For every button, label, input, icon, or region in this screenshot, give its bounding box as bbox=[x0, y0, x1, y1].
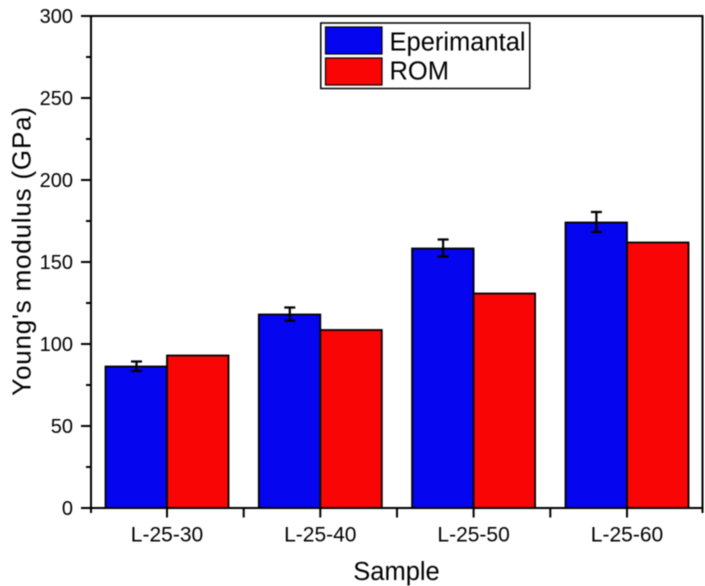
svg-text:100: 100 bbox=[40, 334, 73, 356]
svg-text:250: 250 bbox=[40, 88, 73, 110]
svg-text:Young's modulus (GPa): Young's modulus (GPa) bbox=[7, 106, 37, 396]
svg-text:Sample: Sample bbox=[353, 558, 439, 586]
svg-text:L-25-30: L-25-30 bbox=[131, 524, 203, 547]
svg-text:200: 200 bbox=[40, 170, 73, 192]
svg-text:0: 0 bbox=[62, 498, 73, 520]
svg-text:ROM: ROM bbox=[390, 58, 450, 86]
svg-text:Eperimantal: Eperimantal bbox=[390, 29, 526, 57]
svg-text:L-25-50: L-25-50 bbox=[437, 524, 509, 547]
svg-text:150: 150 bbox=[40, 252, 73, 274]
svg-text:300: 300 bbox=[40, 6, 73, 28]
svg-text:50: 50 bbox=[51, 416, 73, 438]
svg-text:L-25-60: L-25-60 bbox=[591, 524, 663, 547]
svg-text:L-25-40: L-25-40 bbox=[284, 524, 356, 547]
